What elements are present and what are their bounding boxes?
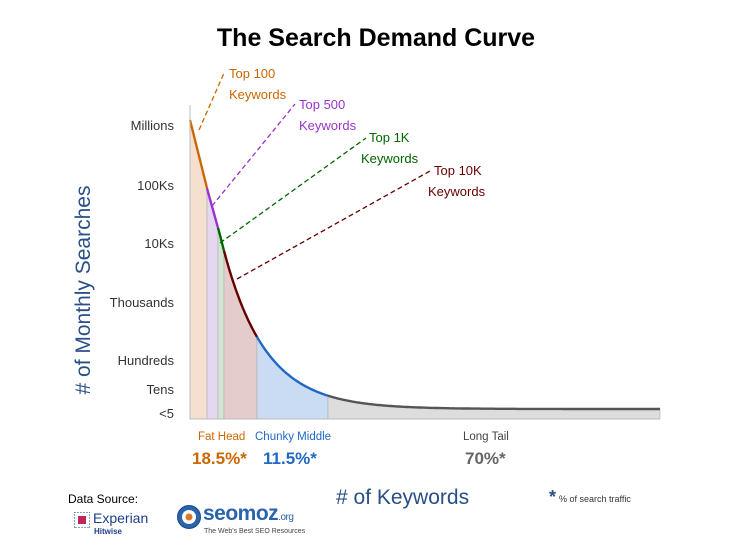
experian-logo: Experian Hitwise [74,510,154,540]
y-tick-hundreds: Hundreds [117,353,174,368]
axes [189,105,660,420]
region-top-1k [217,227,225,420]
annotation-top-100: Top 100 Keywords [229,63,286,105]
data-source-label: Data Source: [68,492,139,506]
chart-title: The Search Demand Curve [216,24,536,52]
footnote-marker: * [549,487,557,507]
annotation-top-100-line1: Top 100 [229,66,276,81]
leader-top-10k [236,170,431,280]
y-tick-thousands: Thousands [109,295,174,310]
segment-share-chunky-middle: 11.5%* [263,449,317,468]
leader-top-100 [198,72,225,131]
annotation-top-10k-line1: Top 10K [434,163,482,178]
seomoz-domain: .org [278,512,294,523]
y-tick-millions: Millions [130,118,174,133]
experian-grid-icon [74,512,90,528]
curve-top-500 [205,187,220,229]
curve-top-10k [222,250,259,338]
curve-fill-regions [189,119,661,420]
x-axis-label: # of Keywords [336,486,470,509]
leader-top-1k [219,137,367,244]
segment-share-fat-head: 18.5%* [192,449,247,468]
seomoz-logo: seomoz.org The Web's Best SEO Resources [176,501,305,541]
y-tick-100ks: 100Ks [137,178,174,193]
seomoz-tagline: The Web's Best SEO Resources [204,528,306,535]
annotation-top-100-line2: Keywords [229,87,287,102]
experian-name: Experian [93,510,149,526]
annotation-top-500: Top 500 Keywords [299,94,356,136]
segment-share-long-tail: 70%* [465,449,506,468]
region-top-10k [223,250,258,420]
annotation-top-1k: Top 1K Keywords [361,127,418,169]
curve-long-tail [327,394,660,411]
segment-label-fat-head: Fat Head [198,431,246,443]
experian-sub: Hitwise [94,527,123,536]
curve-top-1k [216,227,226,252]
region-long-tail [327,395,661,420]
curve-chunky-middle [255,336,329,397]
y-tick-10ks: 10Ks [144,236,174,251]
annotation-top-10k-line2: Keywords [428,184,486,199]
seomoz-name-main: seomoz [203,502,279,525]
segment-label-chunky-middle: Chunky Middle [255,431,332,443]
y-tick-lt5: <5 [159,406,174,421]
annotation-top-500-line1: Top 500 [299,97,346,112]
curve-top-100 [188,119,209,189]
segment-label-long-tail: Long Tail [463,431,509,443]
leader-top-500 [211,103,296,207]
annotation-leader-lines [198,72,431,280]
y-tick-tens: Tens [146,382,174,397]
seomoz-name: seomoz.org [203,502,294,526]
region-top-100 [189,119,208,420]
demand-curve [188,119,660,411]
annotation-top-1k-line1: Top 1K [369,130,410,145]
annotation-top-10k: Top 10K Keywords [428,160,485,202]
annotation-top-500-line2: Keywords [299,118,357,133]
footnote-text: % of search traffic [559,494,631,504]
annotation-top-1k-line2: Keywords [361,151,419,166]
seomoz-gear-icon [177,505,201,529]
